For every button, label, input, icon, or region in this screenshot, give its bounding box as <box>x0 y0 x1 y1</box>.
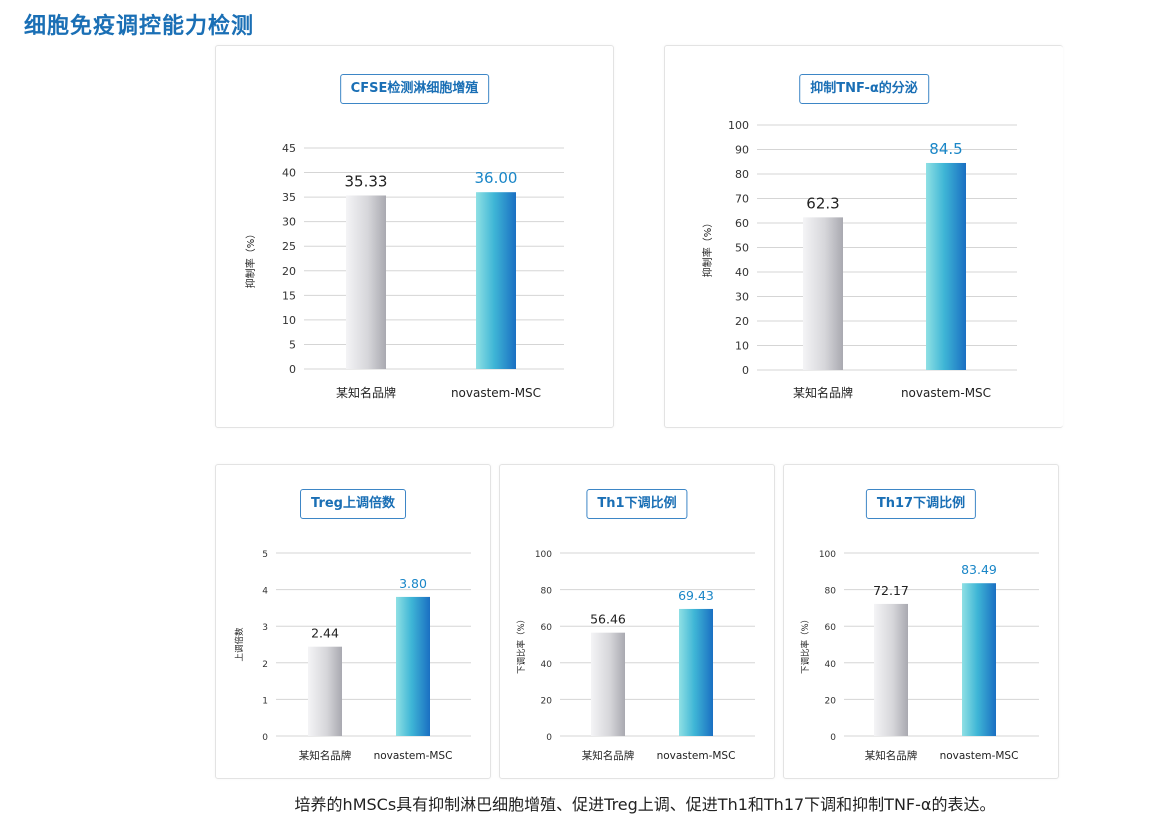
y-tick-label: 5 <box>262 550 268 560</box>
y-tick-label: 0 <box>742 364 749 377</box>
y-tick-label: 40 <box>541 660 553 670</box>
y-axis-label: 抑制率（%） <box>701 218 714 278</box>
y-tick-label: 30 <box>735 291 749 304</box>
y-tick-label: 90 <box>735 144 749 157</box>
chart-svg-cfse: 0 5 10 15 20 25 30 35 40 45 抑制率（%） 35.33 某知名品牌 36.00 n… <box>244 142 564 400</box>
chart-title-treg: Treg上调倍数 <box>300 489 406 519</box>
y-tick-label: 20 <box>541 696 553 706</box>
x-category-label: novastem-MSC <box>374 750 453 762</box>
y-tick-label: 0 <box>546 733 552 743</box>
y-tick-label: 10 <box>735 340 749 353</box>
y-tick-label: 60 <box>825 623 837 633</box>
bar-novastem <box>679 608 713 736</box>
bar-competitor <box>346 195 386 369</box>
y-tick-label: 4 <box>262 587 268 597</box>
y-tick-label: 0 <box>289 363 296 376</box>
y-tick-label: 10 <box>282 314 296 327</box>
bar-novastem <box>926 162 966 370</box>
y-tick-label: 25 <box>282 240 296 253</box>
x-category-label: novastem-MSC <box>657 750 736 762</box>
y-tick-label: 30 <box>282 216 296 229</box>
bar-value-label: 69.43 <box>678 588 714 603</box>
bar-value-label: 2.44 <box>311 626 339 641</box>
bar-value-label: 62.3 <box>806 194 839 212</box>
y-axis-label: 上调倍数 <box>234 627 245 662</box>
x-category-label: novastem-MSC <box>901 386 991 400</box>
y-tick-label: 20 <box>282 265 296 278</box>
y-tick-label: 15 <box>282 289 296 302</box>
y-tick-label: 40 <box>735 266 749 279</box>
bar-value-label: 36.00 <box>475 169 518 187</box>
y-tick-label: 80 <box>541 587 553 597</box>
y-tick-label: 70 <box>735 193 749 206</box>
x-category-label: 某知名品牌 <box>336 385 396 400</box>
y-tick-label: 80 <box>735 168 749 181</box>
y-tick-label: 0 <box>830 733 836 743</box>
chart-panel-tnf: 抑制TNF-α的分泌 0 10 20 30 40 50 60 70 80 90 100 抑制率（%） 6… <box>664 45 1063 428</box>
chart-svg-treg: 0 1 2 3 4 5 上调倍数 2.44 某知名品牌 3.80 novastem-MSC <box>234 550 471 762</box>
page-title: 细胞免疫调控能力检测 <box>24 14 255 39</box>
x-category-label: 某知名品牌 <box>793 385 853 400</box>
bar-novastem <box>476 192 516 369</box>
y-tick-label: 60 <box>735 217 749 230</box>
y-tick-label: 80 <box>825 587 837 597</box>
y-axis-label: 下调比率（%） <box>800 615 811 674</box>
y-tick-label: 1 <box>262 696 268 706</box>
chart-title-th1: Th1下调比例 <box>586 489 688 519</box>
chart-svg-tnf: 0 10 20 30 40 50 60 70 80 90 100 抑制率（%） 62.3 某知名品牌 84.… <box>701 119 1017 400</box>
bar-value-label: 84.5 <box>929 140 962 158</box>
y-tick-label: 45 <box>282 142 296 155</box>
y-tick-label: 40 <box>825 660 837 670</box>
y-tick-label: 35 <box>282 191 296 204</box>
chart-title-cfse: CFSE检测淋细胞增殖 <box>339 74 490 104</box>
bar-value-label: 35.33 <box>345 172 388 190</box>
y-tick-label: 50 <box>735 242 749 255</box>
y-tick-label: 60 <box>541 623 553 633</box>
y-tick-label: 100 <box>728 119 749 132</box>
chart-panel-cfse: CFSE检测淋细胞增殖 0 5 10 15 20 25 30 35 40 45 抑制率（%） 35.3… <box>215 45 614 428</box>
chart-panel-treg: Treg上调倍数 0 1 2 3 4 5 上调倍数 2.44 某知名品牌 3.80 novastem… <box>215 464 491 779</box>
y-tick-label: 3 <box>262 623 268 633</box>
chart-svg-th1: 0 20 40 60 80 100 下调比率（%） 56.46 某知名品牌 69.43 novast… <box>516 550 755 762</box>
x-category-label: novastem-MSC <box>940 750 1019 762</box>
bar-competitor <box>874 603 908 736</box>
y-axis-label: 抑制率（%） <box>244 229 257 289</box>
chart-title-tnf: 抑制TNF-α的分泌 <box>799 74 929 104</box>
bar-competitor <box>803 217 843 370</box>
y-tick-label: 20 <box>735 315 749 328</box>
y-tick-label: 100 <box>819 550 836 560</box>
y-tick-label: 100 <box>535 550 552 560</box>
bar-competitor <box>591 632 625 736</box>
chart-panel-th17: Th17下调比例 0 20 40 60 80 100 下调比率（%） 72.17 某知名品牌 83… <box>783 464 1059 779</box>
bar-value-label: 3.80 <box>399 576 427 591</box>
y-tick-label: 40 <box>282 167 296 180</box>
x-category-label: 某知名品牌 <box>299 749 352 762</box>
bar-novastem <box>962 583 996 736</box>
bar-value-label: 72.17 <box>873 583 909 598</box>
x-category-label: novastem-MSC <box>451 386 541 400</box>
bar-value-label: 56.46 <box>590 612 626 627</box>
x-category-label: 某知名品牌 <box>582 749 635 762</box>
figure-caption: 培养的hMSCs具有抑制淋巴细胞增殖、促进Treg上调、促进Th1和Th17下调… <box>294 795 996 814</box>
x-category-label: 某知名品牌 <box>865 749 918 762</box>
bar-value-label: 83.49 <box>961 562 997 577</box>
y-tick-label: 0 <box>262 733 268 743</box>
bar-novastem <box>396 596 430 736</box>
y-tick-label: 2 <box>262 660 268 670</box>
y-tick-label: 20 <box>825 696 837 706</box>
chart-panel-th1: Th1下调比例 0 20 40 60 80 100 下调比率（%） 56.46 某知名品牌 69.… <box>499 464 775 779</box>
chart-svg-th17: 0 20 40 60 80 100 下调比率（%） 72.17 某知名品牌 83.49 novast… <box>800 550 1039 762</box>
chart-title-th17: Th17下调比例 <box>865 489 977 519</box>
y-axis-label: 下调比率（%） <box>516 615 527 674</box>
y-tick-label: 5 <box>289 338 296 351</box>
bar-competitor <box>308 646 342 736</box>
